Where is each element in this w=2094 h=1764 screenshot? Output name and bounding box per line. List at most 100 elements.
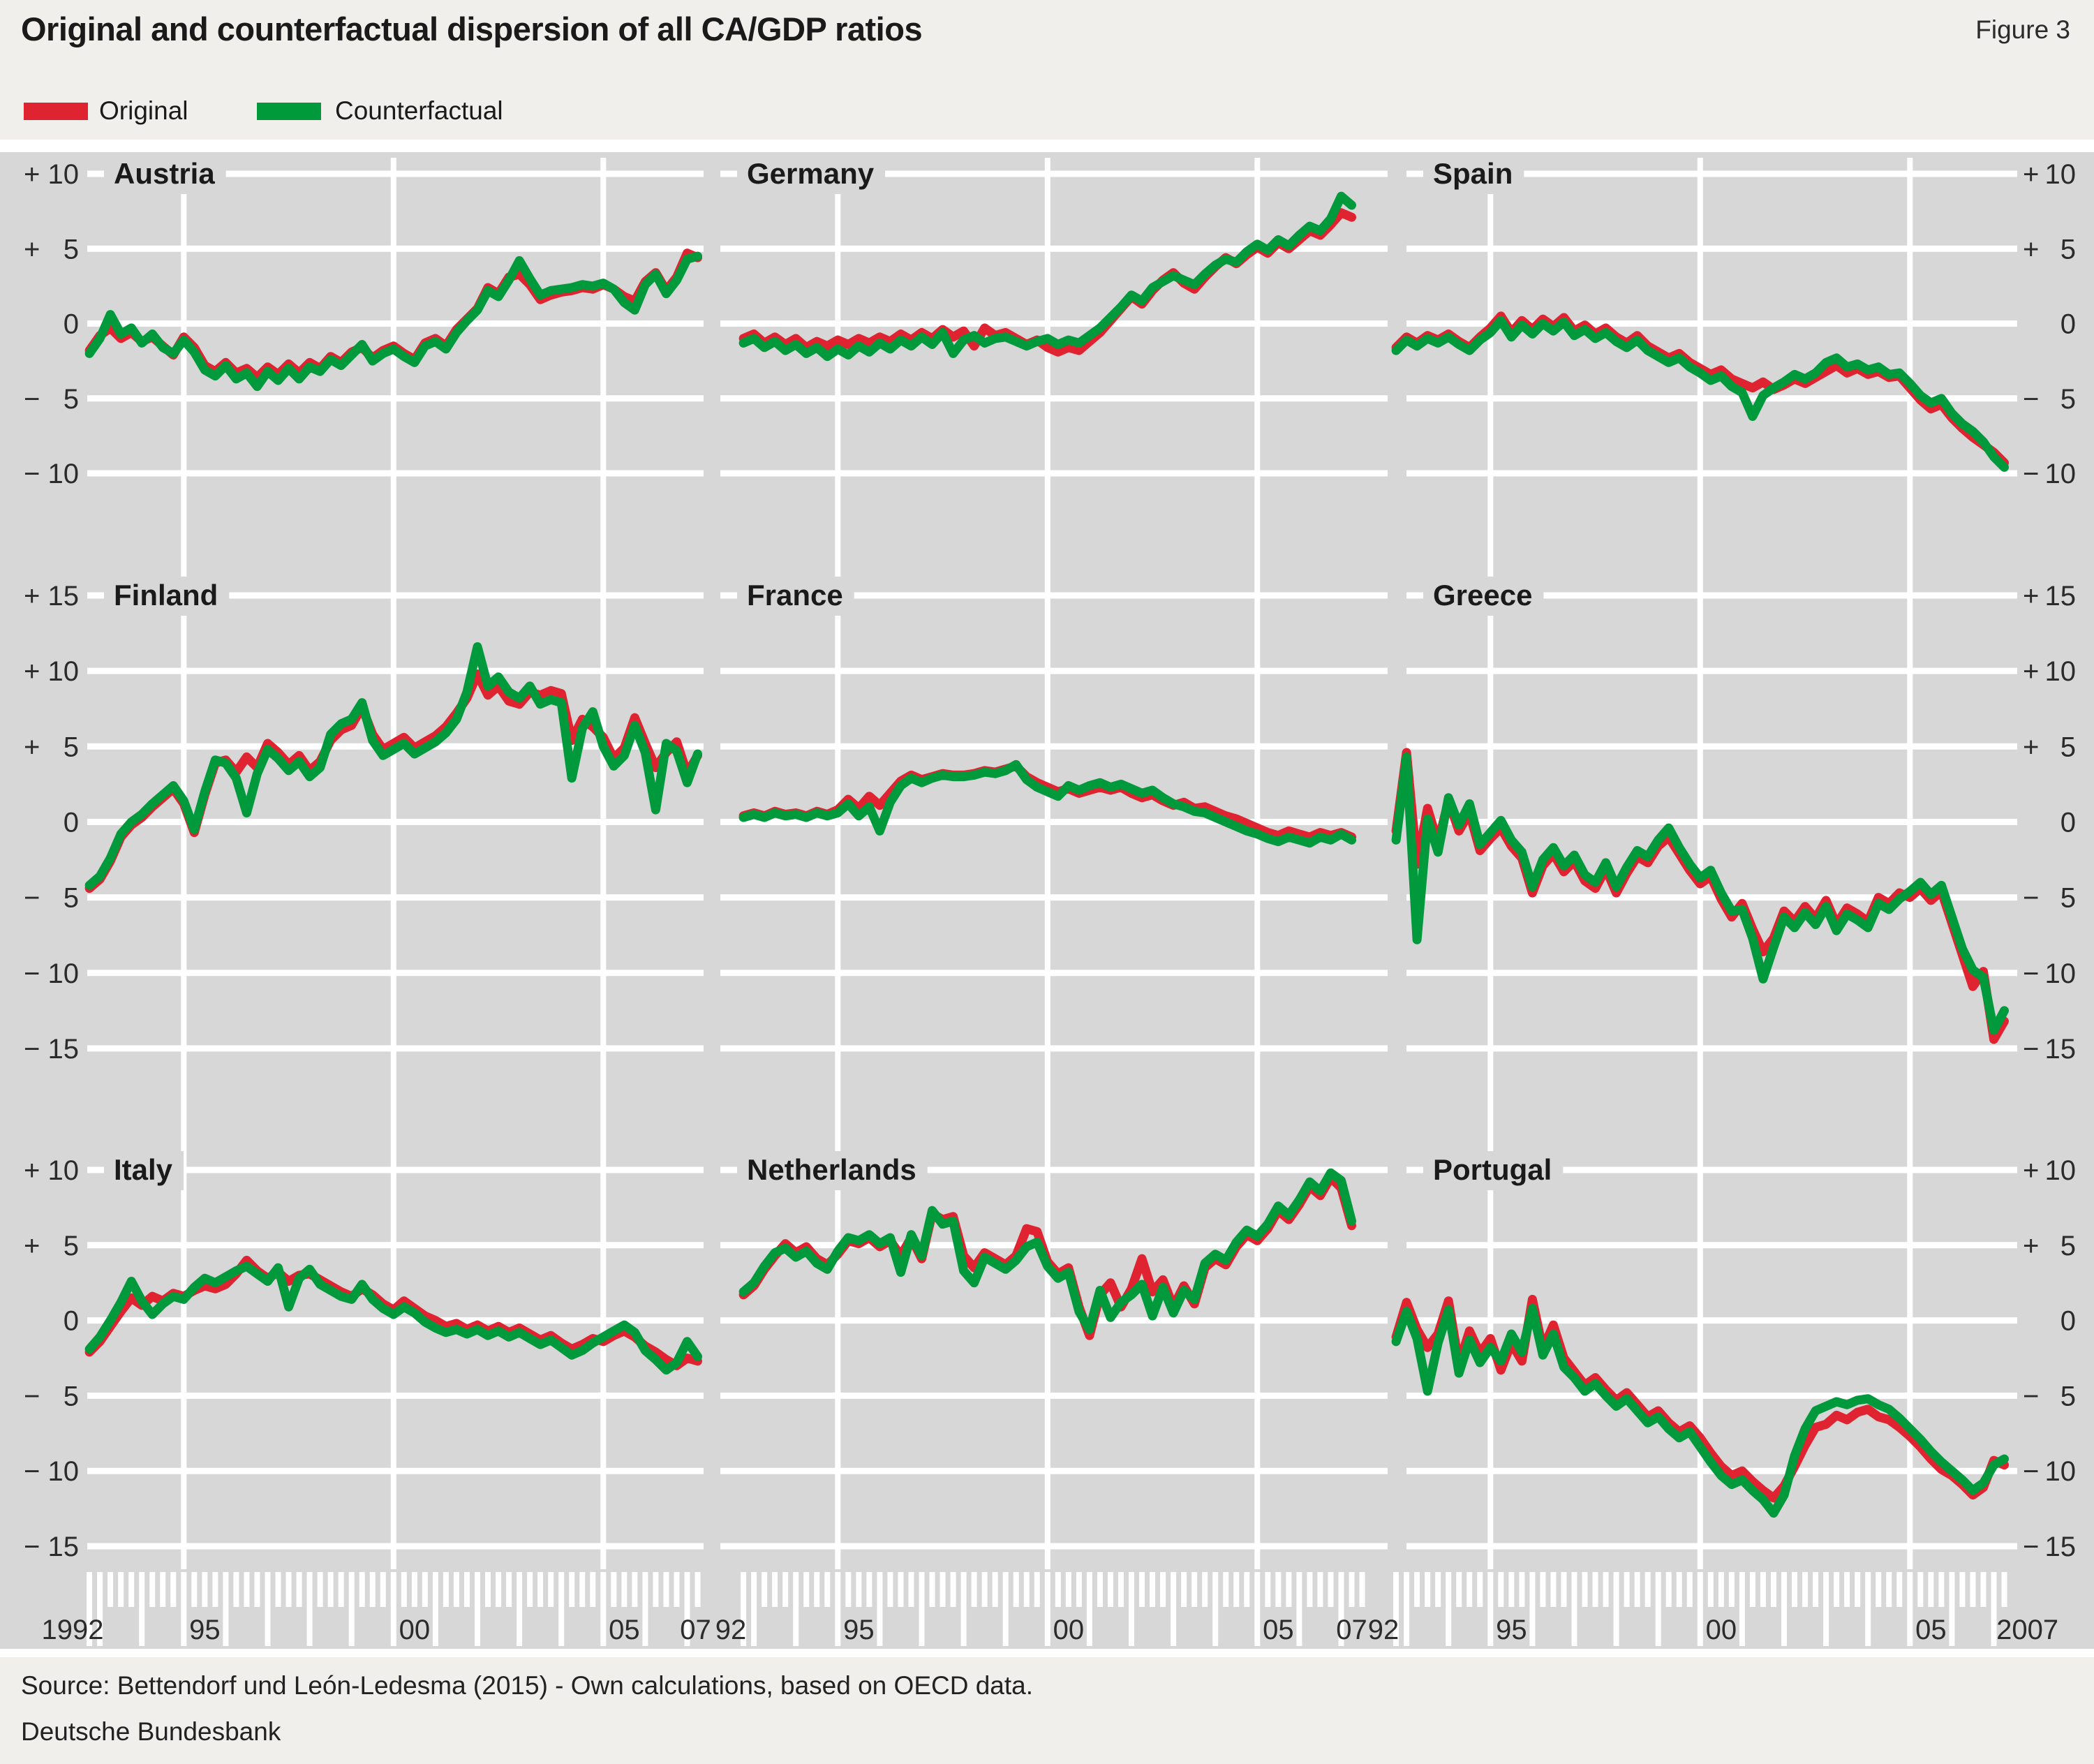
panel-germany: Germany <box>720 155 1388 477</box>
y-tick-label: 15 <box>2045 581 2077 612</box>
counterfactual-series-france <box>738 759 1356 848</box>
x-tick-label: 95 <box>1496 1615 1527 1645</box>
y-tick-sign: − <box>2023 384 2039 415</box>
panel-netherlands: Netherlands <box>720 1151 1388 1550</box>
y-tick-label: 5 <box>64 1381 79 1411</box>
publisher: Deutsche Bundesbank <box>21 1717 281 1746</box>
y-tick-label: 15 <box>48 581 80 612</box>
x-tick-label: 00 <box>1053 1615 1085 1645</box>
y-tick-label: 10 <box>2045 656 2077 687</box>
y-tick-sign: + <box>2023 656 2039 687</box>
counterfactual-series-netherlands <box>738 1168 1356 1334</box>
y-tick-label: 5 <box>64 384 79 415</box>
counterfactual-series-finland <box>84 642 702 890</box>
x-tick-label: 07 <box>1336 1615 1367 1645</box>
panel-title-bg <box>1423 155 1524 194</box>
y-tick-sign: − <box>2023 459 2039 489</box>
y-tick-sign: + <box>24 732 40 762</box>
y-tick-label: 5 <box>2060 883 2076 914</box>
y-tick-sign: + <box>24 234 40 265</box>
chart-grid: Austria Germany Spain Finland France Greece It… <box>0 152 2094 1649</box>
y-tick-label: 0 <box>2060 807 2076 838</box>
y-tick-label: 10 <box>48 656 80 687</box>
x-tick-label: 05 <box>1915 1615 1947 1645</box>
panel-title: Greece <box>1433 579 1532 612</box>
y-tick-sign: − <box>24 1034 40 1065</box>
counterfactual-series-italy <box>84 1261 702 1375</box>
legend-swatch-counterfactual <box>257 103 321 120</box>
y-tick-label: 5 <box>2060 732 2076 762</box>
y-tick-label: 15 <box>48 1532 80 1562</box>
panel-title-bg <box>737 155 886 194</box>
panel-title-bg <box>737 577 854 616</box>
panel-austria: Austria <box>84 155 704 477</box>
y-tick-label: 10 <box>48 459 80 489</box>
panel-italy: Italy <box>84 1151 704 1550</box>
y-tick-label: 5 <box>2060 1231 2076 1261</box>
legend-label-original: Original <box>99 96 188 125</box>
y-tick-sign: + <box>24 159 40 190</box>
y-tick-label: 15 <box>2045 1034 2077 1065</box>
y-tick-label: 5 <box>2060 234 2076 265</box>
panel-finland: Finland <box>84 577 704 1052</box>
panels-svg: Austria Germany Spain Finland France Greece It… <box>24 155 2077 1646</box>
y-tick-sign: + <box>2023 732 2039 762</box>
x-tick-label: 00 <box>399 1615 431 1645</box>
counterfactual-series-portugal <box>1391 1303 2009 1518</box>
y-tick-label: 0 <box>2060 309 2076 340</box>
y-tick-label: 5 <box>2060 1381 2076 1411</box>
panel-greece: Greece <box>1391 577 2017 1052</box>
panel-title: Germany <box>747 157 875 190</box>
x-tick-label: 1992 <box>42 1615 104 1645</box>
panel-title: Italy <box>114 1153 173 1186</box>
y-tick-sign: + <box>24 1231 40 1261</box>
legend-swatch-original <box>24 103 88 120</box>
x-tick-label: 95 <box>189 1615 221 1645</box>
panel-france: France <box>720 577 1388 1052</box>
y-tick-sign: − <box>24 883 40 914</box>
y-tick-label: 0 <box>64 1306 79 1337</box>
y-tick-label: 0 <box>64 807 79 838</box>
legend-label-counterfactual: Counterfactual <box>335 96 503 125</box>
y-tick-sign: − <box>24 1456 40 1487</box>
y-tick-sign: − <box>24 958 40 989</box>
y-tick-label: 15 <box>48 1034 80 1065</box>
y-tick-label: 10 <box>2045 1155 2077 1186</box>
y-tick-sign: + <box>2023 159 2039 190</box>
y-tick-sign: − <box>2023 883 2039 914</box>
y-tick-label: 5 <box>64 883 79 914</box>
y-tick-sign: + <box>2023 1231 2039 1261</box>
y-tick-sign: + <box>2023 581 2039 612</box>
figure-number-label: Figure 3 <box>1975 15 2070 44</box>
y-tick-sign: + <box>24 1155 40 1186</box>
y-tick-sign: + <box>2023 1155 2039 1186</box>
y-tick-label: 10 <box>48 1456 80 1487</box>
y-tick-label: 10 <box>48 159 80 190</box>
y-tick-label: 0 <box>2060 1306 2076 1337</box>
panel-title: Netherlands <box>747 1153 916 1186</box>
figure-header: Original and counterfactual dispersion o… <box>0 0 2094 140</box>
y-tick-label: 5 <box>2060 384 2076 415</box>
y-tick-sign: − <box>24 1381 40 1411</box>
source-note: Source: Bettendorf und León-Ledesma (201… <box>21 1671 1034 1700</box>
y-tick-sign: − <box>2023 1381 2039 1411</box>
x-tick-label: 07 <box>680 1615 711 1645</box>
y-tick-label: 10 <box>2045 1456 2077 1487</box>
panel-title: Portugal <box>1433 1153 1552 1186</box>
counterfactual-series-austria <box>84 251 702 392</box>
panel-title: Austria <box>114 157 215 190</box>
panel-title-bg <box>104 1151 184 1190</box>
y-tick-label: 10 <box>2045 459 2077 489</box>
panel-title: Finland <box>114 579 218 612</box>
y-tick-sign: − <box>2023 1456 2039 1487</box>
panel-title: Spain <box>1433 157 1513 190</box>
x-tick-label: 95 <box>843 1615 875 1645</box>
y-tick-sign: − <box>2023 958 2039 989</box>
y-tick-sign: − <box>24 459 40 489</box>
y-tick-label: 15 <box>2045 1532 2077 1562</box>
y-tick-label: 10 <box>2045 958 2077 989</box>
y-tick-label: 10 <box>48 1155 80 1186</box>
panel-title-bg <box>104 155 226 194</box>
counterfactual-series-spain <box>1391 316 2009 472</box>
